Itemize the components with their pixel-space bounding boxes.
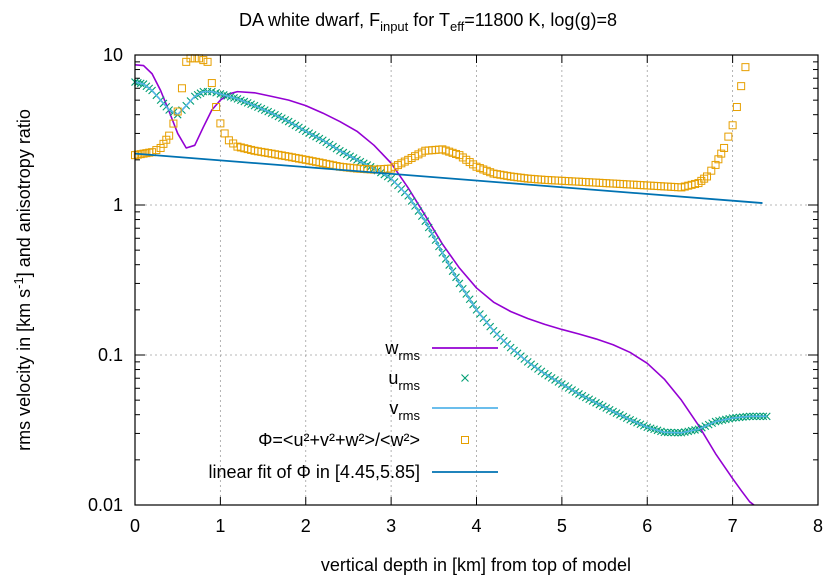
y-tick-label: 1 bbox=[113, 195, 123, 215]
legend-label: Φ=<u²+v²+w²>/<w²> bbox=[258, 430, 420, 450]
x-tick-label: 6 bbox=[642, 516, 652, 536]
x-tick-label: 8 bbox=[813, 516, 823, 536]
phi-point bbox=[703, 172, 712, 181]
series-line bbox=[134, 64, 755, 506]
y-tick-label: 10 bbox=[103, 45, 123, 65]
legend-label-sub: rms bbox=[398, 348, 420, 363]
phi-point bbox=[207, 79, 216, 88]
legend-label-main: Φ=<u²+v²+w²>/<w²> bbox=[258, 430, 420, 450]
phi-point bbox=[169, 119, 178, 128]
series-line bbox=[134, 81, 767, 434]
y-axis-label-part: rms velocity in [km s bbox=[14, 289, 34, 451]
phi-point bbox=[707, 166, 716, 175]
legend-label-main: w bbox=[384, 338, 399, 358]
legend-label: wrms bbox=[384, 338, 420, 363]
phi-point bbox=[741, 63, 750, 72]
x-tick-label: 7 bbox=[728, 516, 738, 536]
legend-label-main: v bbox=[389, 398, 398, 418]
phi-point bbox=[717, 149, 726, 158]
phi-point bbox=[737, 82, 746, 91]
legend-label-main: u bbox=[388, 368, 398, 388]
phi-point bbox=[714, 155, 723, 164]
chart-title-sub: input bbox=[380, 19, 409, 34]
legend-label: linear fit of Φ in [4.45,5.85] bbox=[209, 462, 420, 482]
y-axis-label: rms velocity in [km s-1] and anisotropy … bbox=[11, 109, 34, 451]
x-tick-label: 4 bbox=[471, 516, 481, 536]
y-axis-label-sup: -1 bbox=[11, 277, 26, 289]
phi-point bbox=[697, 176, 706, 185]
phi-point bbox=[173, 107, 182, 116]
legend-label: vrms bbox=[389, 398, 420, 423]
y-tick-label: 0.1 bbox=[98, 345, 123, 365]
series-layer bbox=[131, 54, 771, 506]
u-rms-point bbox=[762, 412, 771, 421]
phi-point bbox=[220, 129, 229, 138]
legend-label: urms bbox=[388, 368, 420, 393]
legend-swatch bbox=[461, 436, 469, 444]
phi-point bbox=[152, 146, 161, 155]
chart-title: DA white dwarf, Finput for Teff=11800 K,… bbox=[239, 10, 617, 34]
x-tick-label: 3 bbox=[386, 516, 396, 536]
legend-label-main: linear fit of Φ in [4.45,5.85] bbox=[209, 462, 420, 482]
phi-point bbox=[700, 174, 709, 183]
chart-title-part: =11800 K, log(g)=8 bbox=[464, 10, 617, 30]
phi-point bbox=[694, 179, 703, 188]
phi-point bbox=[216, 119, 225, 128]
x-tick-label: 2 bbox=[301, 516, 311, 536]
phi-point bbox=[195, 54, 204, 63]
legend-label-sub: rms bbox=[398, 408, 420, 423]
phi-point bbox=[720, 143, 729, 152]
x-axis-label: vertical depth in [km] from top of model bbox=[321, 555, 631, 575]
phi-point bbox=[165, 131, 174, 140]
x-tick-label: 5 bbox=[557, 516, 567, 536]
ticks: 0 1 2 3 4 5 6 7 8 0.01 0.1 1 10 bbox=[88, 45, 823, 536]
chart-title-sub: eff bbox=[450, 19, 465, 34]
phi-point bbox=[724, 132, 733, 141]
phi-point bbox=[732, 103, 741, 112]
plot-frame bbox=[134, 54, 819, 506]
chart-title-part: DA white dwarf, F bbox=[239, 10, 380, 30]
cross-stroke bbox=[762, 412, 771, 421]
y-tick-label: 0.01 bbox=[88, 495, 123, 515]
phi-point bbox=[190, 54, 199, 63]
x-tick-label: 1 bbox=[215, 516, 225, 536]
chart-title-part: for T bbox=[408, 10, 450, 30]
cross-stroke bbox=[461, 374, 469, 382]
phi-point bbox=[203, 57, 212, 66]
legend-swatch bbox=[461, 374, 469, 382]
phi-point bbox=[212, 103, 221, 112]
phi-point bbox=[159, 139, 168, 148]
legend-label-sub: rms bbox=[398, 378, 420, 393]
phi-point bbox=[156, 143, 165, 152]
phi-point bbox=[199, 56, 208, 65]
series-line bbox=[134, 152, 763, 204]
x-tick-label: 0 bbox=[130, 516, 140, 536]
y-axis-label-part: ] and anisotropy ratio bbox=[14, 109, 34, 277]
phi-point bbox=[177, 84, 186, 93]
phi-point bbox=[728, 121, 737, 130]
phi-point bbox=[162, 135, 171, 144]
phi-point bbox=[711, 160, 720, 169]
grid bbox=[135, 55, 818, 505]
